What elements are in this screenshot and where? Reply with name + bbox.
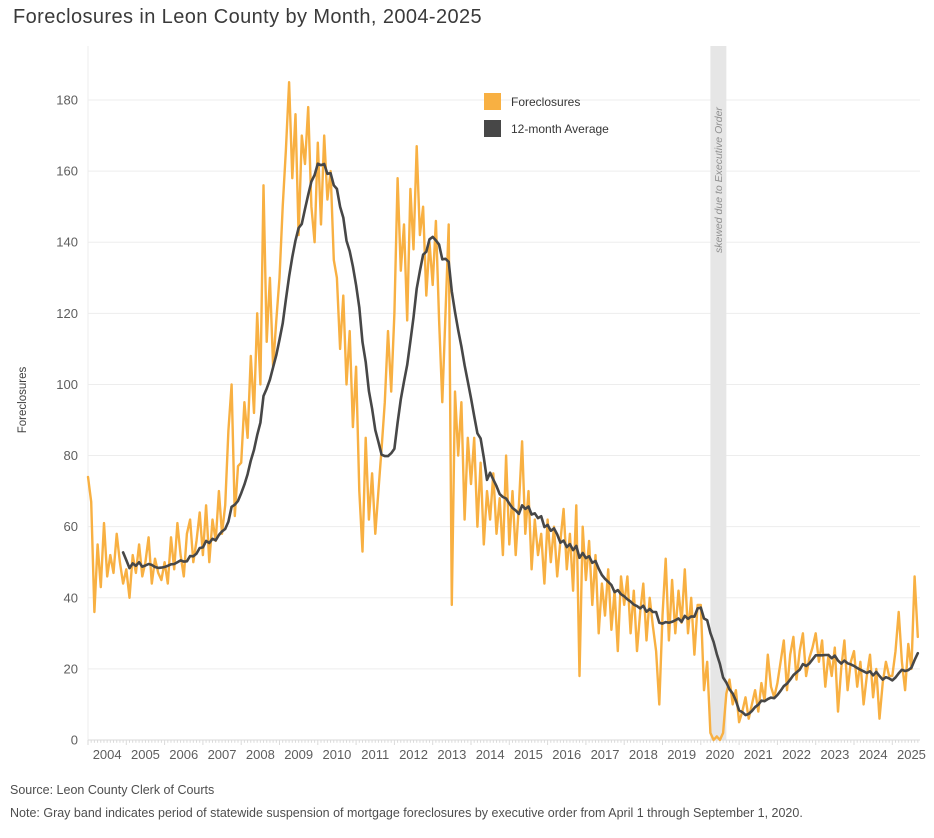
legend-label-average: 12-month Average — [511, 121, 609, 136]
x-axis-year-labels: 2004 2005 2006 2007 2008 2009 2010 2011 2012 2013… — [93, 747, 926, 762]
svg-text:2014: 2014 — [476, 747, 505, 762]
svg-text:2021: 2021 — [744, 747, 773, 762]
svg-text:2011: 2011 — [361, 747, 389, 762]
svg-text:2006: 2006 — [169, 747, 198, 762]
svg-text:2023: 2023 — [820, 747, 849, 762]
svg-text:2016: 2016 — [552, 747, 581, 762]
foreclosures-series-line — [86, 80, 919, 742]
svg-text:2004: 2004 — [93, 747, 122, 762]
gridlines — [87, 46, 920, 740]
svg-text:2018: 2018 — [629, 747, 658, 762]
svg-text:2019: 2019 — [667, 747, 696, 762]
executive-order-band-label: skewed due to Executive Order — [713, 107, 725, 253]
page-title: Foreclosures in Leon County by Month, 20… — [13, 6, 483, 28]
svg-text:2012: 2012 — [399, 747, 428, 762]
svg-text:0: 0 — [71, 733, 78, 748]
legend-swatch-average — [484, 120, 501, 137]
svg-text:2022: 2022 — [782, 747, 811, 762]
foreclosures-line-chart: skewed due to Executive Order 0 20 40 60 80 10… — [17, 46, 926, 762]
executive-order-band — [710, 46, 727, 740]
svg-text:2009: 2009 — [284, 747, 313, 762]
svg-text:2025: 2025 — [897, 747, 926, 762]
svg-text:2007: 2007 — [208, 747, 237, 762]
svg-text:140: 140 — [56, 235, 78, 250]
svg-text:180: 180 — [56, 93, 78, 108]
svg-text:2015: 2015 — [514, 747, 543, 762]
svg-text:2005: 2005 — [131, 747, 160, 762]
12-month-average-series-line — [121, 162, 920, 717]
y-axis-tick-labels: 0 20 40 60 80 100 120 140 160 180 — [56, 93, 78, 748]
source-note: Source: Leon County Clerk of Courts — [10, 783, 215, 797]
svg-text:80: 80 — [64, 448, 78, 463]
svg-text:2008: 2008 — [246, 747, 275, 762]
svg-text:20: 20 — [64, 661, 78, 676]
svg-text:60: 60 — [64, 519, 78, 534]
legend-item-average: 12-month Average — [484, 120, 609, 137]
legend-item-foreclosures: Foreclosures — [484, 93, 609, 110]
y-axis-title: Foreclosures — [17, 367, 29, 434]
svg-text:2010: 2010 — [322, 747, 351, 762]
svg-text:2024: 2024 — [859, 747, 888, 762]
chart-footer: Source: Leon County Clerk of Courts Note… — [10, 783, 803, 820]
svg-text:2020: 2020 — [705, 747, 734, 762]
band-note: Note: Gray band indicates period of stat… — [10, 806, 803, 820]
svg-text:40: 40 — [64, 590, 78, 605]
svg-text:2017: 2017 — [591, 747, 620, 762]
chart-legend: Foreclosures 12-month Average — [484, 93, 609, 137]
svg-text:2013: 2013 — [437, 747, 466, 762]
svg-text:160: 160 — [56, 164, 78, 179]
x-axis — [87, 739, 920, 745]
svg-text:100: 100 — [56, 377, 78, 392]
legend-label-foreclosures: Foreclosures — [511, 94, 581, 109]
svg-text:120: 120 — [56, 306, 78, 321]
legend-swatch-foreclosures — [484, 93, 501, 110]
